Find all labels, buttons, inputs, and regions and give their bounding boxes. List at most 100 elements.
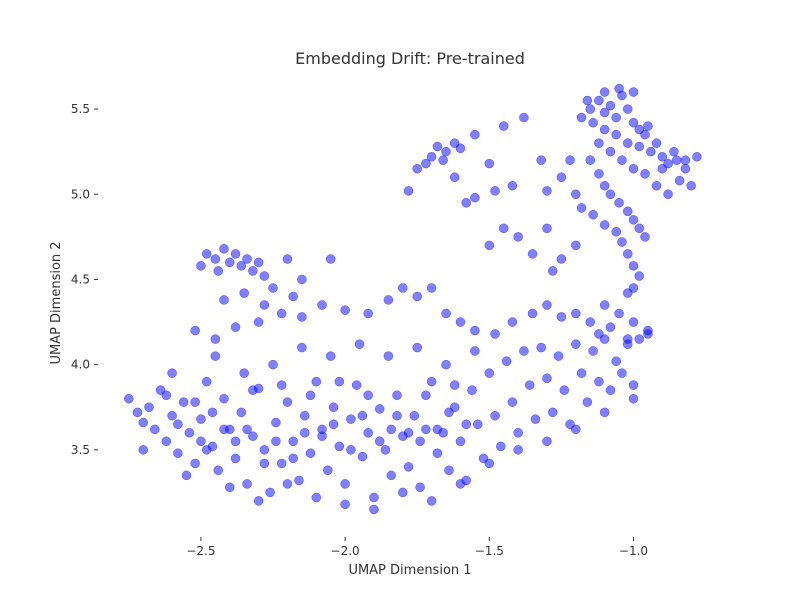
- data-point: [519, 112, 529, 123]
- data-point: [432, 424, 443, 435]
- data-point: [441, 308, 451, 319]
- x-tick-label: −1.5: [475, 544, 504, 558]
- data-point: [628, 380, 639, 390]
- data-point: [643, 121, 653, 131]
- x-axis-ticks: −2.5 −2.0 −1.5 −1.0: [186, 537, 648, 558]
- data-point: [265, 487, 275, 498]
- data-point: [680, 163, 691, 174]
- chart-title: Embedding Drift: Pre-trained: [295, 49, 525, 68]
- data-point: [271, 436, 281, 447]
- data-point: [542, 186, 552, 196]
- data-points: [124, 83, 702, 515]
- data-point: [498, 121, 509, 131]
- data-point: [455, 479, 466, 489]
- data-point: [282, 479, 293, 489]
- data-point: [686, 180, 696, 191]
- data-point: [380, 445, 391, 455]
- data-point: [386, 470, 397, 481]
- data-point: [513, 232, 523, 242]
- data-point: [138, 417, 149, 428]
- data-point: [622, 288, 633, 298]
- data-point: [588, 117, 598, 128]
- data-point: [426, 496, 437, 506]
- data-point: [622, 138, 633, 148]
- data-point: [556, 254, 567, 264]
- data-point: [594, 376, 604, 387]
- data-point: [519, 346, 529, 356]
- data-point: [614, 198, 624, 208]
- data-point: [230, 453, 241, 464]
- data-point: [374, 436, 385, 447]
- data-point: [628, 87, 639, 97]
- data-point: [571, 240, 581, 251]
- data-point: [190, 458, 200, 469]
- data-point: [455, 436, 466, 447]
- y-tick-label: 4.0: [71, 358, 90, 372]
- data-point: [363, 428, 373, 438]
- data-point: [210, 351, 221, 361]
- data-point: [530, 414, 541, 424]
- data-point: [605, 322, 616, 332]
- data-point: [628, 317, 639, 327]
- data-point: [622, 206, 633, 217]
- data-point: [268, 359, 278, 370]
- data-point: [230, 249, 241, 259]
- data-point: [605, 385, 616, 395]
- data-point: [328, 419, 339, 430]
- data-point: [496, 441, 506, 452]
- x-axis-label: UMAP Dimension 1: [348, 563, 471, 578]
- data-point: [559, 385, 570, 395]
- data-point: [599, 124, 610, 135]
- data-point: [585, 155, 595, 165]
- data-point: [219, 424, 229, 435]
- y-axis-ticks: 3.5 4.0 4.5 5.0 5.5: [71, 102, 98, 457]
- data-point: [201, 249, 212, 259]
- data-point: [643, 325, 653, 336]
- data-point: [614, 83, 624, 94]
- data-point: [484, 158, 495, 169]
- data-point: [588, 209, 598, 220]
- data-point: [354, 339, 365, 349]
- data-point: [507, 317, 518, 327]
- data-point: [190, 397, 200, 407]
- data-point: [513, 445, 523, 455]
- data-point: [640, 232, 650, 242]
- data-point: [248, 385, 258, 395]
- data-point: [421, 424, 431, 435]
- data-point: [242, 479, 252, 489]
- data-point: [669, 146, 679, 157]
- data-point: [230, 436, 241, 447]
- data-point: [196, 414, 206, 424]
- data-point: [392, 410, 402, 421]
- data-point: [671, 155, 682, 165]
- data-point: [571, 424, 581, 435]
- data-point: [640, 129, 650, 140]
- data-point: [213, 465, 223, 476]
- data-point: [207, 407, 218, 418]
- data-point: [374, 404, 385, 414]
- data-point: [484, 458, 495, 469]
- data-point: [513, 428, 523, 438]
- data-point: [628, 215, 639, 225]
- data-point: [542, 223, 552, 234]
- data-point: [441, 359, 451, 370]
- data-point: [432, 141, 443, 152]
- data-point: [473, 419, 483, 430]
- data-point: [196, 436, 206, 447]
- data-point: [576, 112, 587, 123]
- data-point: [403, 186, 414, 196]
- data-point: [617, 155, 627, 165]
- y-tick-label: 4.5: [71, 272, 90, 286]
- data-point: [178, 397, 189, 407]
- data-point: [340, 479, 350, 489]
- data-point: [305, 390, 316, 401]
- data-point: [611, 226, 621, 237]
- data-point: [363, 308, 373, 319]
- data-point: [571, 189, 581, 200]
- data-point: [599, 180, 610, 191]
- data-point: [611, 356, 621, 366]
- data-point: [470, 192, 480, 203]
- data-point: [536, 155, 546, 165]
- data-point: [219, 393, 229, 404]
